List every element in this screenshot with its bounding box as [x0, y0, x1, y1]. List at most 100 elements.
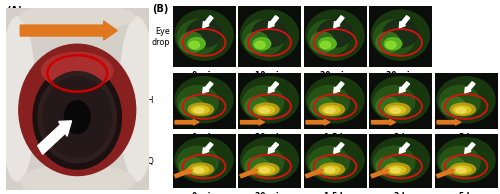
- Ellipse shape: [454, 166, 471, 173]
- Ellipse shape: [188, 38, 206, 50]
- FancyArrow shape: [371, 169, 389, 178]
- Ellipse shape: [180, 157, 204, 176]
- FancyArrow shape: [436, 169, 454, 178]
- Text: 3 h: 3 h: [394, 192, 407, 194]
- Ellipse shape: [120, 17, 155, 181]
- Text: 20 min: 20 min: [320, 71, 350, 80]
- Ellipse shape: [192, 166, 209, 173]
- Text: 30 min: 30 min: [386, 71, 415, 80]
- FancyArrow shape: [399, 16, 409, 28]
- Text: 5 h: 5 h: [460, 192, 472, 194]
- Ellipse shape: [254, 103, 279, 115]
- Ellipse shape: [177, 146, 218, 178]
- FancyArrow shape: [399, 82, 409, 93]
- FancyArrow shape: [464, 82, 475, 93]
- Ellipse shape: [33, 65, 122, 169]
- FancyArrow shape: [20, 21, 117, 40]
- Ellipse shape: [188, 103, 214, 115]
- Ellipse shape: [320, 163, 344, 175]
- Text: 10 min: 10 min: [255, 71, 284, 80]
- FancyArrow shape: [306, 120, 330, 125]
- Ellipse shape: [260, 168, 270, 173]
- Text: 5 h: 5 h: [460, 133, 472, 142]
- Ellipse shape: [257, 166, 274, 173]
- Ellipse shape: [306, 77, 364, 123]
- Ellipse shape: [442, 97, 466, 116]
- Ellipse shape: [194, 108, 204, 113]
- Ellipse shape: [308, 86, 349, 118]
- FancyArrow shape: [334, 16, 344, 28]
- FancyArrow shape: [202, 16, 213, 28]
- Ellipse shape: [456, 168, 466, 173]
- FancyArrow shape: [240, 120, 264, 125]
- Ellipse shape: [450, 163, 475, 175]
- Ellipse shape: [19, 44, 136, 176]
- Ellipse shape: [376, 157, 400, 176]
- Ellipse shape: [38, 72, 117, 163]
- Ellipse shape: [325, 108, 335, 113]
- Ellipse shape: [242, 86, 284, 118]
- FancyArrow shape: [268, 16, 278, 28]
- Ellipse shape: [320, 41, 330, 48]
- Ellipse shape: [325, 168, 335, 173]
- Ellipse shape: [306, 10, 364, 60]
- Ellipse shape: [322, 166, 340, 173]
- Ellipse shape: [374, 146, 414, 178]
- Ellipse shape: [240, 77, 298, 123]
- Ellipse shape: [318, 38, 336, 50]
- Ellipse shape: [383, 20, 418, 47]
- Ellipse shape: [252, 20, 287, 47]
- Text: 0 min: 0 min: [192, 192, 216, 194]
- Ellipse shape: [175, 138, 233, 182]
- Ellipse shape: [388, 166, 406, 173]
- FancyArrow shape: [268, 82, 278, 93]
- Ellipse shape: [376, 97, 400, 116]
- Ellipse shape: [372, 10, 430, 60]
- Ellipse shape: [437, 77, 495, 123]
- FancyArrow shape: [174, 169, 192, 178]
- Ellipse shape: [254, 163, 279, 175]
- FancyArrow shape: [372, 120, 396, 125]
- Ellipse shape: [384, 38, 402, 50]
- Ellipse shape: [454, 106, 471, 114]
- Ellipse shape: [0, 17, 35, 181]
- Ellipse shape: [194, 168, 204, 173]
- Text: 1.5 h: 1.5 h: [324, 133, 345, 142]
- Text: 30 min: 30 min: [255, 133, 284, 142]
- Ellipse shape: [374, 20, 414, 55]
- FancyArrow shape: [202, 143, 213, 153]
- Ellipse shape: [308, 146, 349, 178]
- Text: 3 h: 3 h: [394, 133, 407, 142]
- Text: 0 min: 0 min: [192, 133, 216, 142]
- Text: Eye
drop: Eye drop: [152, 27, 170, 47]
- Ellipse shape: [43, 77, 112, 157]
- Ellipse shape: [245, 97, 269, 116]
- Ellipse shape: [188, 163, 214, 175]
- Ellipse shape: [322, 106, 340, 114]
- FancyArrow shape: [240, 169, 258, 178]
- FancyArrow shape: [334, 143, 344, 153]
- Ellipse shape: [310, 97, 334, 116]
- Ellipse shape: [306, 138, 364, 182]
- Ellipse shape: [318, 20, 352, 47]
- Ellipse shape: [372, 138, 430, 182]
- Ellipse shape: [320, 103, 344, 115]
- Ellipse shape: [257, 106, 274, 114]
- Ellipse shape: [442, 157, 466, 176]
- Ellipse shape: [390, 168, 400, 173]
- Ellipse shape: [308, 20, 349, 55]
- Ellipse shape: [177, 20, 218, 55]
- Text: FH: FH: [144, 96, 154, 105]
- Ellipse shape: [310, 32, 334, 53]
- Ellipse shape: [180, 32, 204, 53]
- Ellipse shape: [372, 77, 430, 123]
- Ellipse shape: [253, 38, 271, 50]
- Ellipse shape: [240, 138, 298, 182]
- Ellipse shape: [175, 10, 233, 60]
- Ellipse shape: [385, 103, 410, 115]
- FancyArrow shape: [334, 82, 344, 93]
- FancyArrow shape: [38, 121, 72, 154]
- Ellipse shape: [439, 146, 480, 178]
- Text: 1.5 h: 1.5 h: [324, 192, 345, 194]
- Ellipse shape: [245, 157, 269, 176]
